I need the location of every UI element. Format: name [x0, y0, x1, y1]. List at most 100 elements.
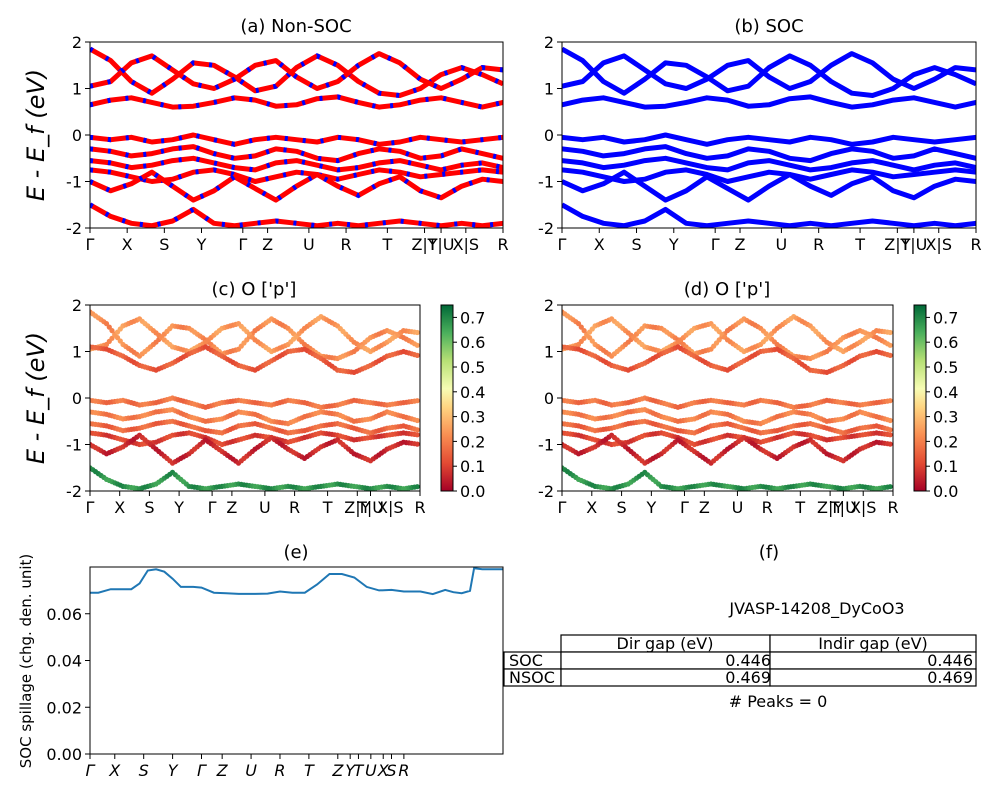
colorbar-gradient — [913, 304, 927, 492]
band-point — [414, 432, 420, 438]
band-point — [414, 352, 420, 358]
x-tick-label: R — [497, 235, 508, 254]
colorbar-tick-label: 0.6 — [460, 333, 485, 352]
y-tick-label: 2 — [72, 296, 82, 315]
band-line — [562, 144, 976, 164]
band-point — [887, 329, 893, 336]
colorbar-tick-label: 0.3 — [460, 408, 485, 427]
table-cell-soc-dir: 0.446 — [725, 651, 771, 670]
x-tick-label: Z — [262, 235, 273, 254]
y-tick-label: 0 — [544, 126, 554, 145]
x-tick-label: T — [794, 498, 805, 517]
x-tick-label: R — [414, 498, 425, 517]
x-tick-label: T — [854, 235, 865, 254]
panel-e-spillage: (e) SOC spillage (chg. den. unit) 0.00 0.… — [17, 542, 504, 780]
band-point — [581, 328, 587, 334]
band-point — [414, 329, 420, 336]
plot-frame — [89, 304, 421, 492]
y-tick-label: 1 — [72, 80, 82, 99]
panel-d-colorbar: 0.0 0.1 0.2 0.3 0.4 0.5 0.6 0.7 — [913, 304, 958, 501]
panel-d-title: (d) O ['p'] — [684, 279, 770, 300]
x-tick-label: Γ — [558, 498, 567, 517]
x-tick-label: T|U — [899, 235, 927, 254]
colorbar-tick-label: 0.2 — [460, 432, 485, 451]
x-tick-label: X — [594, 235, 605, 254]
y-tick-label: 0 — [72, 389, 82, 408]
colorbar-tick-label: 0.2 — [933, 432, 958, 451]
plot-frame — [89, 41, 504, 229]
x-tick-label: Y — [196, 235, 207, 254]
table-cell — [769, 668, 977, 687]
x-tick-label: Γ — [208, 498, 217, 517]
x-tick-label: T — [381, 235, 392, 254]
y-tick-label: 0 — [72, 126, 82, 145]
table-row-label-soc: SOC — [509, 651, 543, 670]
x-tick-label: U — [245, 761, 257, 780]
x-tick-label: Γ — [86, 235, 95, 254]
x-tick-label: U — [776, 235, 788, 254]
x-tick-label: R — [762, 498, 773, 517]
table-cell-nsoc-dir: 0.469 — [725, 668, 771, 687]
x-tick-label: Z — [331, 761, 344, 780]
band-point — [414, 484, 420, 490]
band-line — [90, 169, 503, 203]
band-line — [562, 169, 976, 203]
x-tick-label: Y — [668, 235, 679, 254]
y-tick-label: -2 — [538, 482, 554, 501]
x-tick-label: S — [139, 761, 149, 780]
x-tick-label: Y — [345, 761, 356, 780]
y-tick-label: 0.06 — [46, 605, 82, 624]
y-tick-label: -2 — [66, 482, 82, 501]
y-tick-label: 0.00 — [46, 745, 82, 764]
x-tick-label: R — [340, 235, 351, 254]
spillage-series — [90, 567, 503, 596]
panel-e-ylabel: SOC spillage (chg. den. unit) — [17, 554, 35, 769]
band-lines — [90, 46, 503, 228]
panel-b-title: (b) SOC — [734, 16, 803, 37]
x-tick-label: Y — [173, 498, 184, 517]
band-line — [90, 46, 503, 98]
band-point — [414, 398, 420, 404]
band-line — [90, 144, 503, 164]
band-line — [562, 132, 976, 147]
x-tick-label: X|S — [453, 235, 480, 254]
x-tick-label: R — [274, 761, 285, 780]
band-point — [578, 324, 584, 330]
panel-a-ylabel: E - E_f (eV) — [22, 69, 50, 201]
colorbar-tick-label: 0.1 — [933, 457, 958, 476]
band-line — [90, 155, 503, 173]
x-tick-label: Z — [699, 498, 710, 517]
x-tick-label: X|S — [377, 498, 404, 517]
colorbar-tick-label: 0.4 — [933, 383, 958, 402]
x-tick-label: Z|Y — [344, 498, 370, 517]
band-line-dash — [90, 50, 503, 92]
x-tick-label: Z — [226, 498, 237, 517]
table-cell-nsoc-indir: 0.469 — [927, 668, 973, 687]
x-tick-label: X — [586, 498, 597, 517]
band-point — [887, 432, 893, 438]
x-tick-label: S — [159, 235, 169, 254]
band-line — [90, 202, 503, 228]
band-point — [414, 441, 420, 447]
x-tick-label: Γ — [711, 235, 720, 254]
colorbar-tick-label: 0.3 — [933, 408, 958, 427]
y-tick-label: 0 — [544, 389, 554, 408]
band-point — [887, 417, 893, 424]
table-cell-soc-indir: 0.446 — [927, 651, 973, 670]
band-points — [562, 309, 893, 491]
panel-f-caption: JVASP-14208_DyCoO3 — [728, 599, 904, 619]
panel-c-colorbar: 0.0 0.1 0.2 0.3 0.4 0.5 0.6 0.7 — [440, 304, 485, 501]
y-tick-label: 1 — [544, 80, 554, 99]
x-tick-label: T — [304, 761, 315, 780]
x-tick-label: Γ — [680, 498, 689, 517]
table-header-indir-gap: Indir gap (eV) — [818, 634, 928, 653]
x-tick-label: X — [108, 761, 121, 780]
colorbar-tick-label: 0.6 — [933, 333, 958, 352]
x-tick-label: R — [970, 235, 981, 254]
x-tick-label: S — [386, 761, 396, 780]
band-line — [562, 51, 976, 91]
panel-e-title: (e) — [283, 542, 308, 563]
